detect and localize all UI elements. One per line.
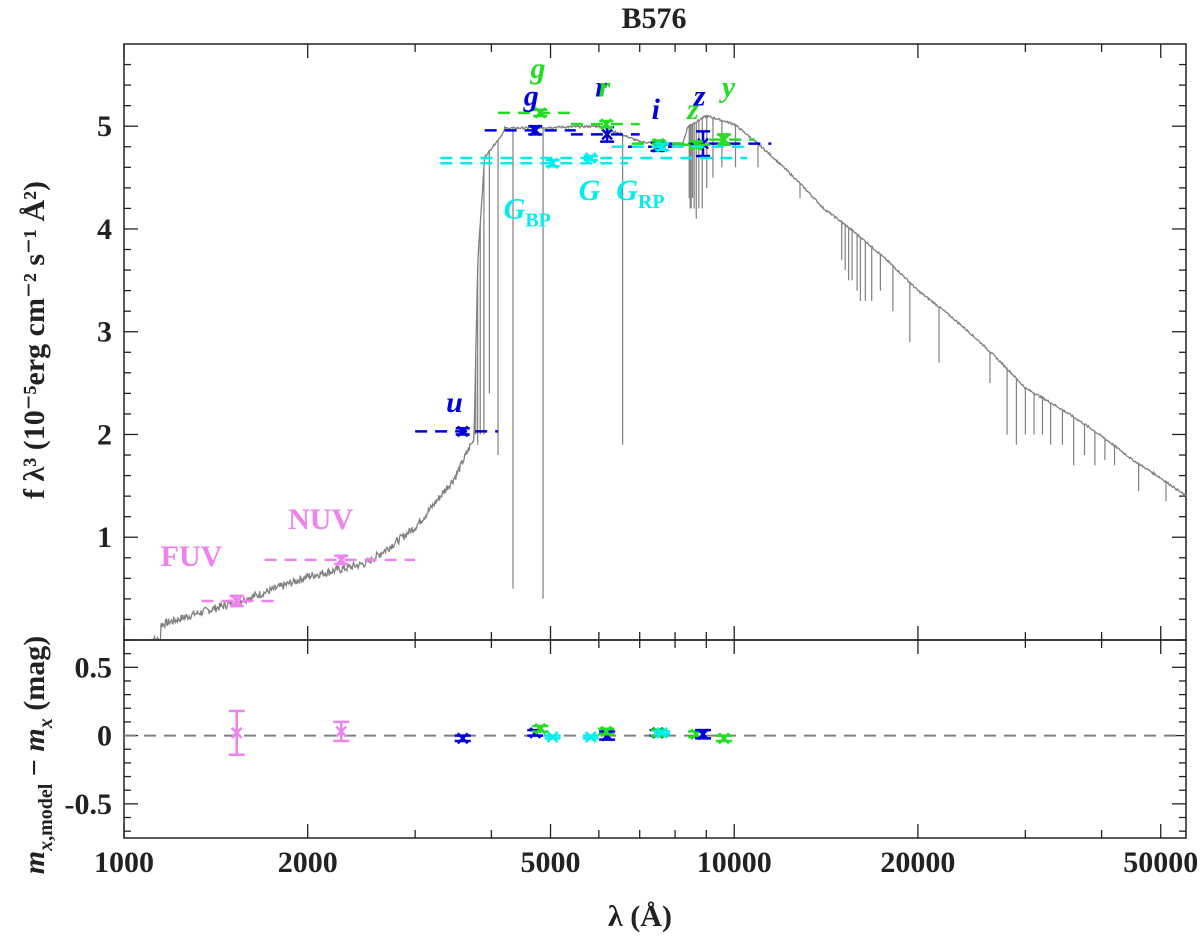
y-tick-label: 0 xyxy=(97,720,112,753)
band-label-FUV: FUV xyxy=(161,540,223,573)
chart-title: B576 xyxy=(621,2,686,35)
data-point-G_RP xyxy=(656,140,669,153)
band-label-r: r xyxy=(599,70,611,103)
band-label-NUV: NUV xyxy=(288,503,353,536)
x-tick-label: 5000 xyxy=(521,846,581,879)
y-tick-label: 4 xyxy=(97,213,112,246)
residual-point-r xyxy=(600,725,613,738)
band-label-z: z xyxy=(686,93,699,126)
residual-point-i xyxy=(652,726,665,739)
y-tick-label: 5 xyxy=(97,110,112,143)
y-tick-label: 0.5 xyxy=(75,651,113,684)
residual-point-u xyxy=(456,732,469,745)
residual-point-y xyxy=(718,732,730,745)
band-label-G: GBP xyxy=(504,193,551,232)
top-panel: 1 2 3 4 5 xyxy=(97,43,1187,641)
data-point-FUV xyxy=(230,595,243,607)
bottom-frame xyxy=(123,639,1187,839)
x-axis-label: λ (Å) xyxy=(608,900,672,933)
band-label-u: u xyxy=(446,386,463,419)
residual-point-G_BP xyxy=(546,731,559,743)
y-tick-label: 1 xyxy=(97,521,112,554)
band-label-g: g xyxy=(530,52,546,85)
residual-point-r xyxy=(601,729,613,742)
band-label-G: G xyxy=(579,174,601,207)
model-spectrum xyxy=(148,114,1187,641)
data-point-NUV xyxy=(335,553,348,566)
photometry-points xyxy=(201,106,772,608)
band-label-z: z xyxy=(693,80,706,113)
data-point-G xyxy=(584,152,597,164)
band-label-G: GRP xyxy=(616,174,664,213)
residual-point-z xyxy=(697,728,709,741)
bottom-y-axis-label: mx,model − mx (mag) xyxy=(18,636,57,875)
data-point-g xyxy=(534,106,547,119)
x-tick-label: 50000 xyxy=(1123,846,1198,879)
residual-point-g xyxy=(534,722,547,735)
band-label-g: g xyxy=(523,80,539,113)
band-labels: FUV NUV u gg rr i zzy GBP G GRP xyxy=(161,52,736,573)
data-point-g xyxy=(529,124,542,137)
data-point-z xyxy=(690,138,702,151)
residual-points xyxy=(228,709,732,756)
spectrum-line xyxy=(148,114,1187,641)
residual-point-FUV xyxy=(230,726,243,739)
bottom-y-axis-label-text: mx,model − mx (mag) xyxy=(18,636,57,875)
band-label-y: y xyxy=(719,70,736,103)
residual-panel: 1000 2000 5000 10000 20000 50000 0.5 0 -0.5 xyxy=(65,44,1198,879)
x-tick-label: 20000 xyxy=(880,846,955,879)
y-tick-label: -0.5 xyxy=(65,788,113,821)
x-tick-label: 10000 xyxy=(697,846,772,879)
data-point-y xyxy=(718,133,730,146)
residual-point-G_RP xyxy=(656,726,669,739)
data-point-r xyxy=(600,118,613,131)
y-tick-label: 3 xyxy=(97,316,112,349)
band-label-r: r xyxy=(595,70,607,103)
x-tick-label: 1000 xyxy=(94,846,154,879)
top-frame xyxy=(123,43,1187,641)
top-y-axis-label: f λ³ (10⁻⁵erg cm⁻² s⁻¹ Å²) xyxy=(18,181,51,499)
data-point-u xyxy=(456,425,469,438)
data-point-r xyxy=(601,128,613,141)
x-tick-label: 2000 xyxy=(278,846,338,879)
y-tick-label: 2 xyxy=(97,418,112,451)
band-label-i: i xyxy=(652,93,661,126)
residual-point-G xyxy=(584,731,597,743)
residual-point-NUV xyxy=(335,725,348,738)
data-point-G_BP xyxy=(546,157,559,170)
